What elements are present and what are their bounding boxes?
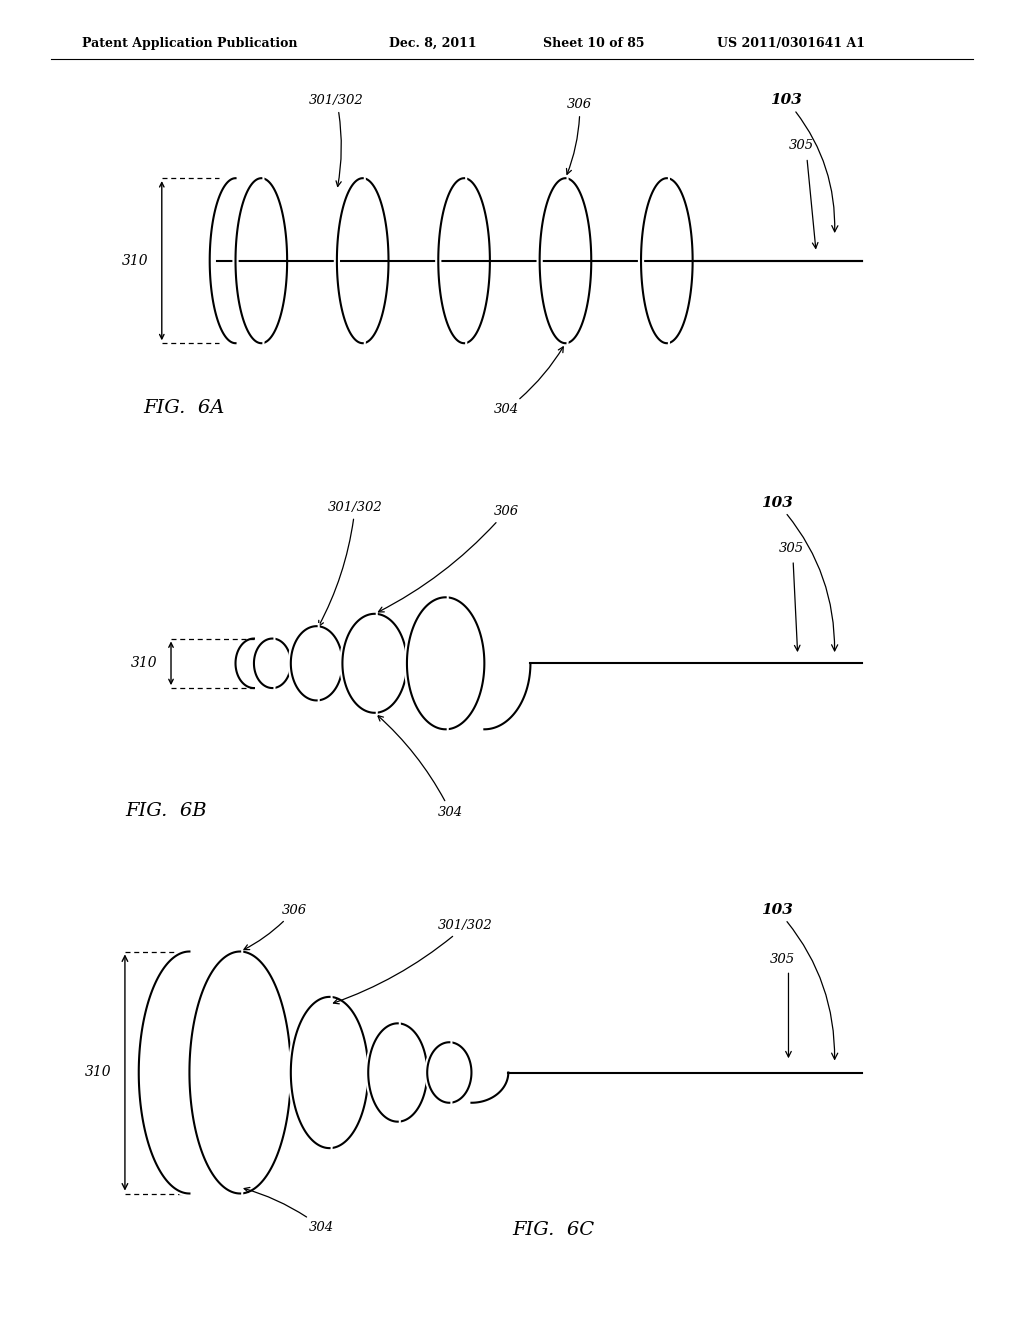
Text: US 2011/0301641 A1: US 2011/0301641 A1 — [717, 37, 865, 50]
Text: Patent Application Publication: Patent Application Publication — [82, 37, 297, 50]
Text: 310: 310 — [130, 656, 158, 671]
Text: 304: 304 — [494, 347, 563, 416]
Text: 103: 103 — [761, 903, 838, 1059]
Text: Sheet 10 of 85: Sheet 10 of 85 — [543, 37, 644, 50]
Text: 103: 103 — [761, 495, 838, 651]
Text: FIG.  6C: FIG. 6C — [512, 1221, 594, 1239]
Text: 306: 306 — [379, 504, 519, 612]
Text: 310: 310 — [84, 1065, 112, 1080]
Text: 304: 304 — [378, 715, 464, 818]
Text: 304: 304 — [244, 1188, 335, 1234]
Text: 306: 306 — [244, 904, 307, 949]
Text: 103: 103 — [770, 92, 838, 232]
Text: FIG.  6A: FIG. 6A — [143, 400, 224, 417]
Text: 310: 310 — [121, 253, 148, 268]
Text: 306: 306 — [566, 98, 593, 174]
Text: 305: 305 — [788, 140, 814, 152]
Text: 305: 305 — [770, 953, 796, 966]
Text: 301/302: 301/302 — [309, 94, 364, 186]
Text: Dec. 8, 2011: Dec. 8, 2011 — [389, 37, 477, 50]
Text: 301/302: 301/302 — [318, 500, 382, 626]
Text: FIG.  6B: FIG. 6B — [125, 803, 207, 820]
Text: 301/302: 301/302 — [334, 919, 493, 1003]
Text: 305: 305 — [779, 543, 805, 554]
